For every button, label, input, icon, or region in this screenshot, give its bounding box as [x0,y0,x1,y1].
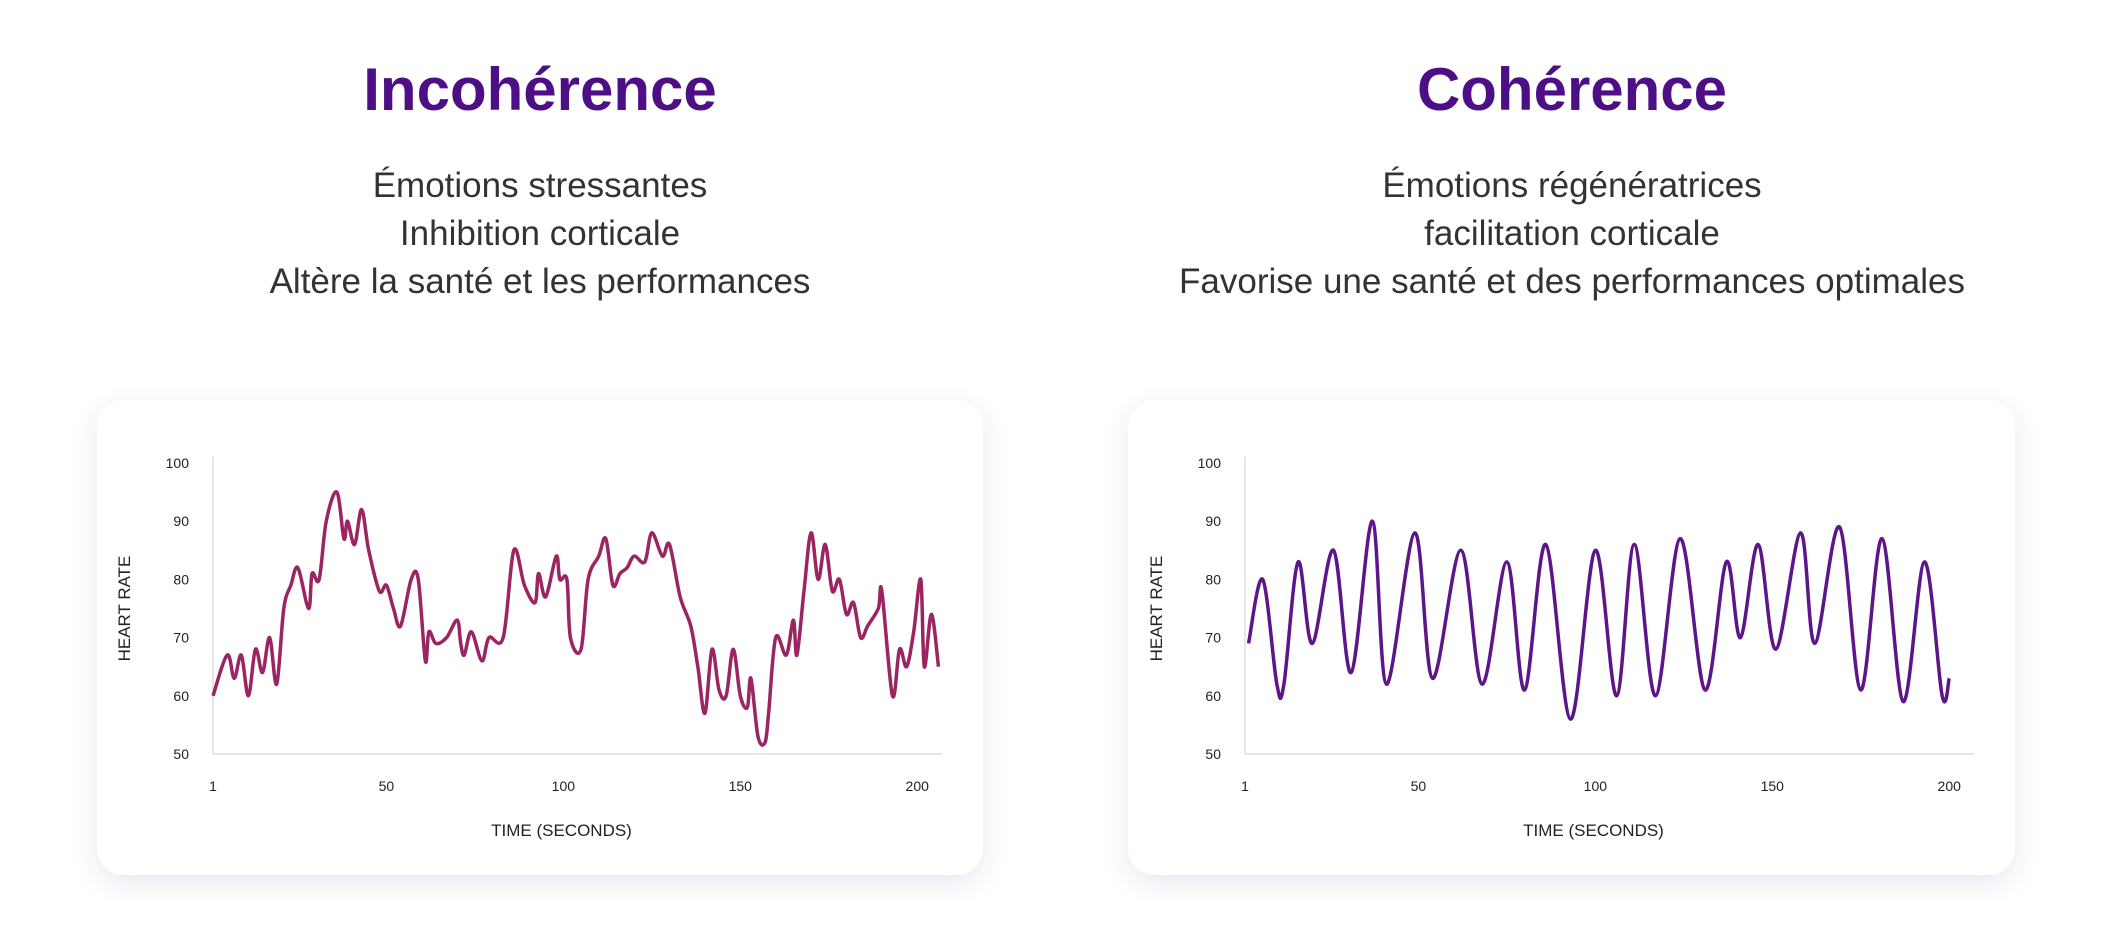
data-line [211,490,941,747]
y-tick-label: 100 [166,455,190,471]
y-tick-label: 50 [1205,746,1221,762]
y-tick-label: 80 [1205,571,1221,587]
panel-subtitle: facilitation corticale [1424,214,1720,253]
x-axis-label: TIME (SECONDS) [491,821,632,840]
y-tick-label: 70 [1205,630,1221,646]
card [1128,400,2015,875]
x-tick-label: 1 [209,778,217,794]
y-tick-label: 60 [1205,688,1221,704]
y-axis-label: HEART RATE [115,556,134,662]
y-axis-label: HEART RATE [1147,556,1166,662]
x-tick-label: 1 [1241,778,1249,794]
y-tick-label: 50 [173,746,189,762]
panel-subtitle: Favorise une santé et des performances o… [1179,262,1965,301]
x-tick-label: 150 [729,778,753,794]
x-tick-label: 100 [552,778,576,794]
x-tick-label: 150 [1761,778,1785,794]
card [97,400,983,875]
y-tick-label: 70 [173,630,189,646]
panel-subtitle: Inhibition corticale [400,214,680,253]
y-tick-label: 80 [173,571,189,587]
panel-title: Incohérence [363,56,716,123]
y-tick-label: 90 [1205,513,1221,529]
x-tick-label: 200 [1938,778,1962,794]
y-tick-label: 60 [173,688,189,704]
panel-subtitle: Émotions régénératrices [1382,166,1761,205]
x-tick-label: 100 [1584,778,1608,794]
panel-subtitle: Altère la santé et les performances [270,262,811,301]
x-tick-label: 50 [379,778,395,794]
panel-subtitle: Émotions stressantes [373,166,708,205]
y-tick-label: 90 [173,513,189,529]
panel-title: Cohérence [1417,56,1727,123]
x-tick-label: 50 [1411,778,1427,794]
data-line [1246,519,1951,721]
x-tick-label: 200 [906,778,930,794]
y-tick-label: 100 [1198,455,1222,471]
x-axis-label: TIME (SECONDS) [1523,821,1664,840]
